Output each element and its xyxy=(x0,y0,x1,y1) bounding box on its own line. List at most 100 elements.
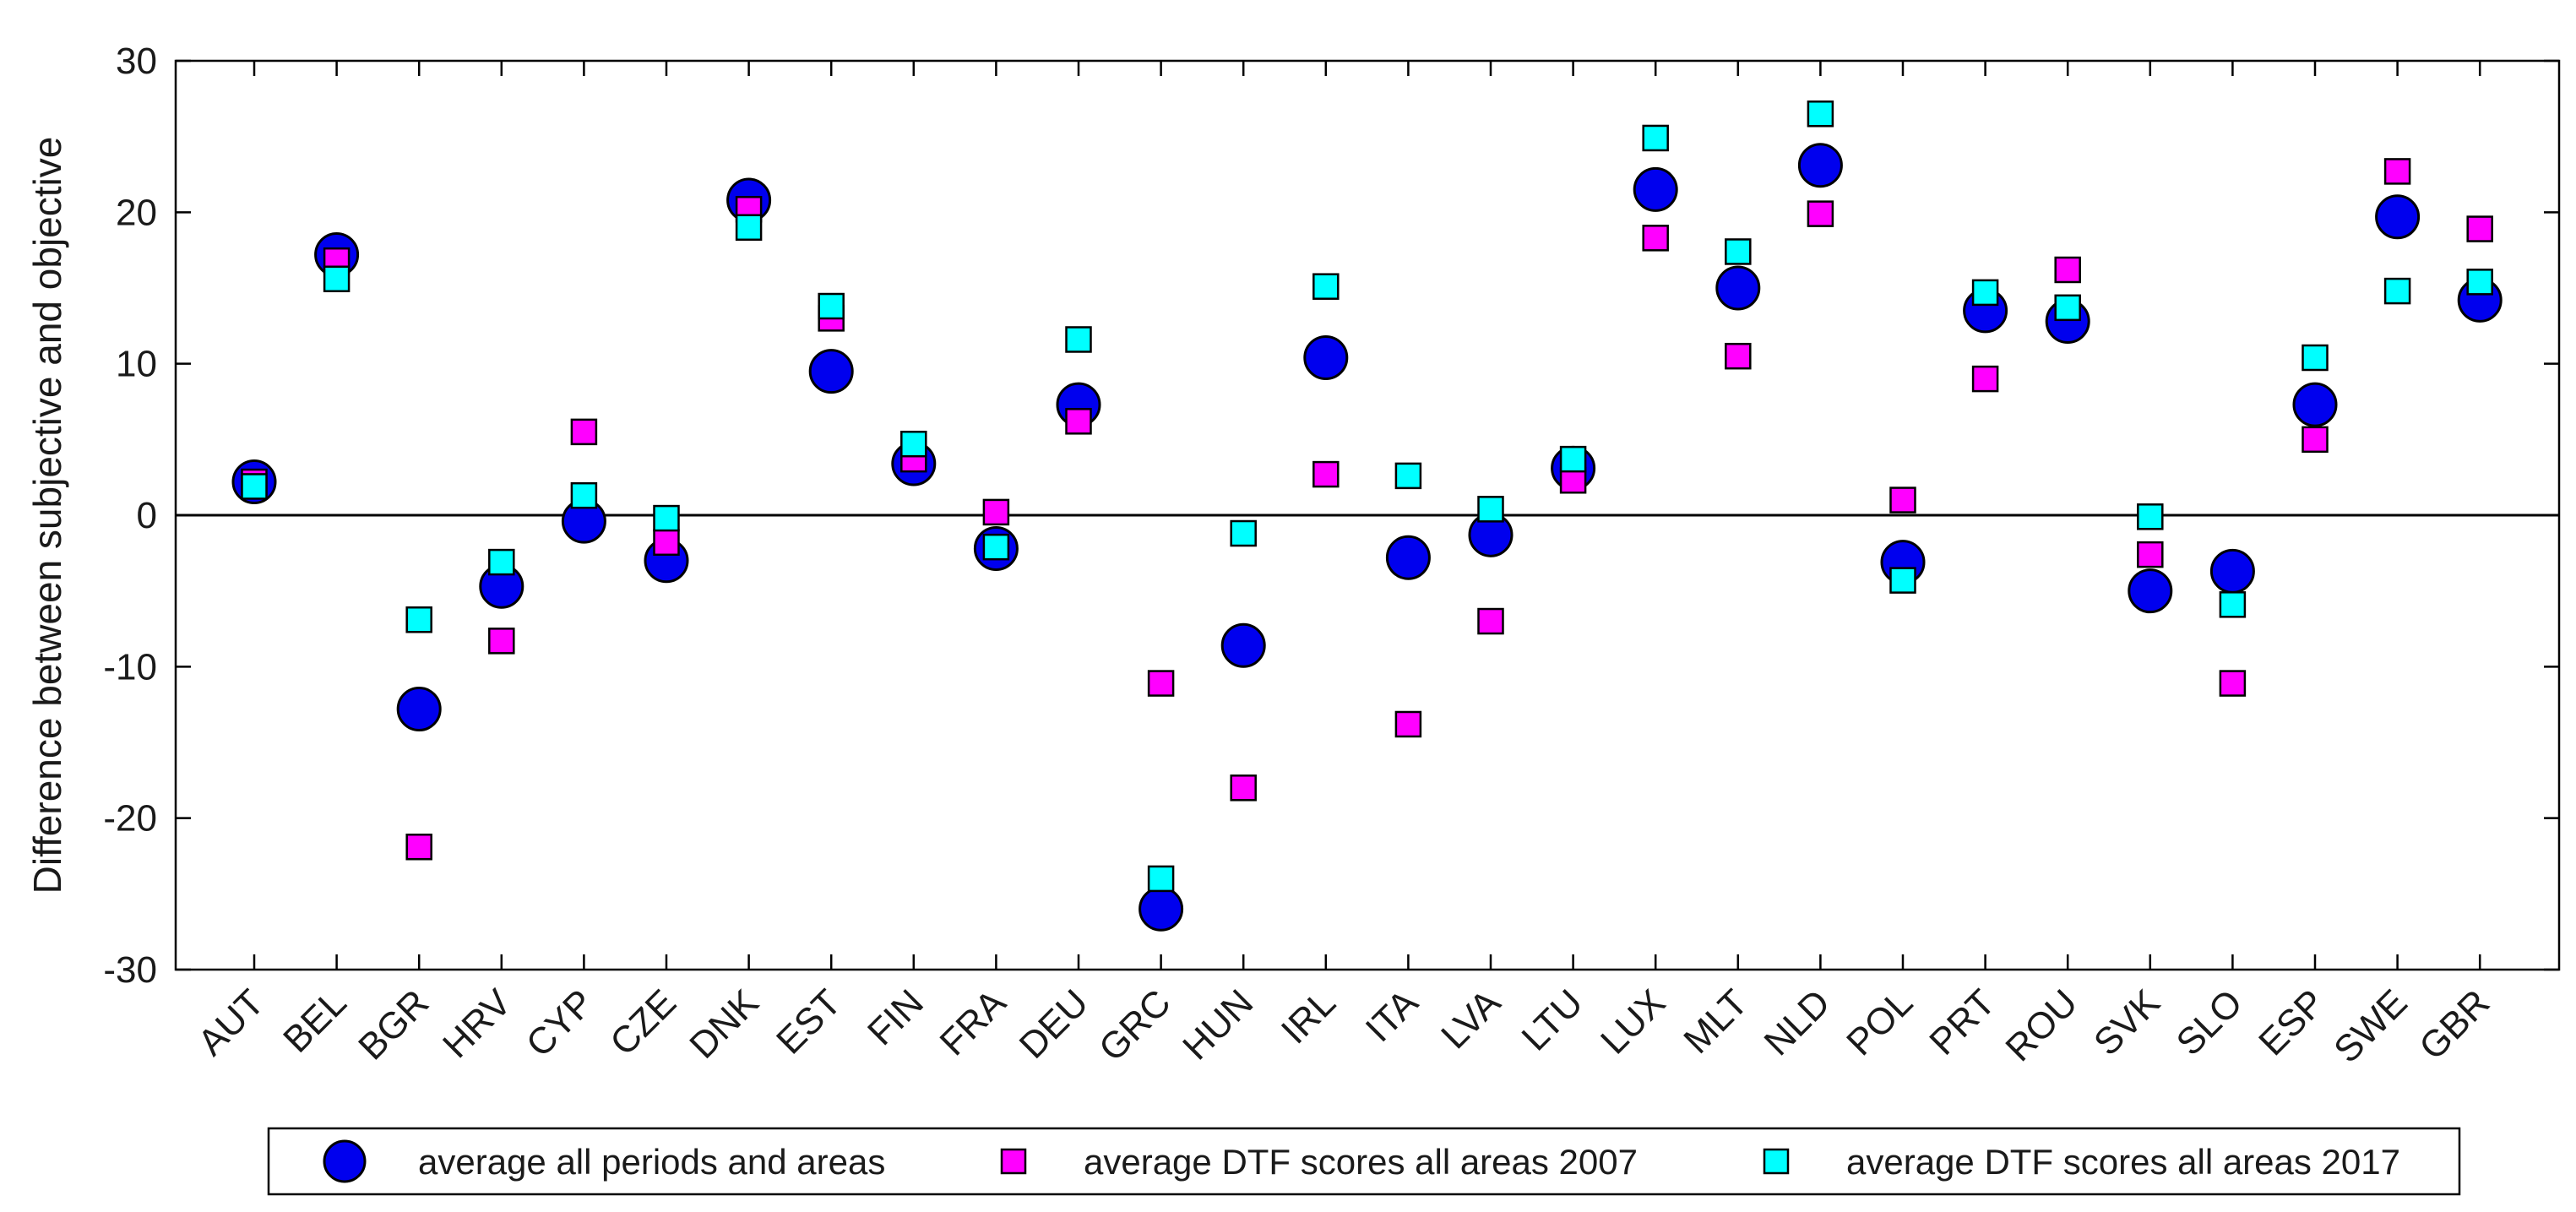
data-point-square xyxy=(1642,124,1669,152)
data-point-square xyxy=(2054,294,2081,322)
x-tick-label: HUN xyxy=(1175,981,1261,1068)
x-tick-label: PRT xyxy=(1921,981,2003,1063)
data-point-square xyxy=(1889,567,1916,594)
data-point-square xyxy=(1807,101,1834,128)
data-point-square xyxy=(1230,519,1257,547)
data-point-square xyxy=(2383,158,2411,185)
data-point-square xyxy=(1725,342,1752,370)
data-point-square xyxy=(982,498,1010,526)
data-point-circle xyxy=(1715,265,1761,311)
x-tick-label: MLT xyxy=(1676,981,1756,1062)
y-tick-label: 10 xyxy=(116,344,157,385)
data-point-square xyxy=(2466,269,2493,296)
data-point-square xyxy=(1147,865,1175,893)
legend-label: average all periods and areas xyxy=(418,1142,885,1182)
data-point-square xyxy=(1971,279,1999,307)
legend-marker-circle xyxy=(323,1139,367,1183)
data-marks xyxy=(231,101,2503,932)
data-point-circle xyxy=(1633,166,1678,212)
series-2 xyxy=(241,158,2493,861)
data-point-circle xyxy=(2375,194,2421,240)
x-tick-label: LTU xyxy=(1514,981,1591,1058)
data-point-square xyxy=(2137,503,2164,530)
data-point-circle xyxy=(1220,622,1266,668)
data-point-square xyxy=(241,473,268,500)
data-point-square xyxy=(1065,408,1092,435)
y-tick-label: 0 xyxy=(137,495,157,536)
data-point-square xyxy=(1312,460,1340,488)
data-point-square xyxy=(1394,710,1422,738)
x-tick-label: ROU xyxy=(1997,981,2085,1069)
data-point-square xyxy=(653,504,680,532)
data-point-square xyxy=(1394,462,1422,490)
data-point-square xyxy=(1477,607,1504,635)
data-point-square xyxy=(900,430,927,458)
data-point-square xyxy=(818,292,845,320)
x-tick-label: AUT xyxy=(190,981,272,1063)
y-tick-label: -20 xyxy=(103,798,157,840)
data-point-square xyxy=(570,418,598,446)
data-point-circle xyxy=(1385,535,1431,580)
data-point-circle xyxy=(808,349,854,394)
data-point-square xyxy=(1889,486,1916,514)
data-point-circle xyxy=(1139,886,1184,932)
data-point-square xyxy=(735,214,763,242)
x-tick-label: DNK xyxy=(682,981,766,1066)
data-point-square xyxy=(1312,273,1340,300)
data-point-square xyxy=(2219,670,2247,697)
legend-marker-square xyxy=(1763,1148,1790,1175)
x-tick-label: SVK xyxy=(2086,981,2168,1063)
data-point-square xyxy=(982,533,1010,561)
x-tick-label: SLO xyxy=(2169,981,2251,1063)
x-tick-label: HRV xyxy=(435,981,519,1066)
data-point-square xyxy=(2466,215,2493,242)
x-tick-label: EST xyxy=(769,981,849,1062)
data-point-square xyxy=(1559,445,1587,473)
x-tick-label: NLD xyxy=(1757,981,1839,1063)
x-tick-label: CZE xyxy=(602,981,684,1063)
y-axis: -30 -20 -10 0 10 20 30 xyxy=(103,41,2559,991)
x-tick-label: GRC xyxy=(1091,981,1179,1069)
x-tick-label: DEU xyxy=(1012,981,1096,1066)
legend-box xyxy=(267,1127,2461,1196)
x-tick-label: FRA xyxy=(932,981,1014,1063)
data-point-square xyxy=(2219,591,2247,618)
data-point-circle xyxy=(1303,334,1349,380)
x-tick-label: FIN xyxy=(860,981,932,1053)
data-point-square xyxy=(1642,225,1669,252)
data-point-square xyxy=(1065,326,1092,353)
x-tick-label: GBR xyxy=(2411,981,2497,1068)
legend: average all periods and areas average DTF… xyxy=(267,1127,2461,1196)
data-point-square xyxy=(1147,670,1175,697)
y-tick-label: 30 xyxy=(116,41,157,82)
x-tick-label: LVA xyxy=(1433,981,1508,1057)
y-axis-label: Difference between subjective and object… xyxy=(25,137,69,894)
x-tick-label: IRL xyxy=(1274,981,1344,1052)
data-point-square xyxy=(2137,541,2164,568)
data-point-square xyxy=(2054,256,2081,284)
legend-marker-square xyxy=(1000,1148,1027,1175)
data-point-square xyxy=(405,606,432,633)
x-tick-label: ITA xyxy=(1358,981,1427,1050)
data-point-square xyxy=(1230,774,1257,802)
data-point-square xyxy=(570,481,598,509)
legend-label: average DTF scores all areas 2017 xyxy=(1846,1142,2400,1182)
data-point-square xyxy=(653,529,680,557)
data-point-square xyxy=(2302,426,2329,454)
data-point-square xyxy=(1807,200,1834,227)
legend-label: average DTF scores all areas 2007 xyxy=(1084,1142,1638,1182)
x-tick-label: BGR xyxy=(351,981,437,1068)
y-tick-label: -10 xyxy=(103,646,157,688)
x-tick-label: ESP xyxy=(2251,981,2333,1063)
data-point-square xyxy=(323,265,351,292)
data-point-square xyxy=(488,628,515,655)
data-point-circle xyxy=(2292,382,2338,427)
data-point-square xyxy=(1725,238,1752,265)
data-point-square xyxy=(488,548,515,576)
y-tick-label: -30 xyxy=(103,949,157,991)
series-3 xyxy=(241,101,2493,893)
x-tick-label: POL xyxy=(1839,981,1921,1063)
plot-area xyxy=(174,59,2561,971)
data-point-circle xyxy=(2128,568,2173,614)
